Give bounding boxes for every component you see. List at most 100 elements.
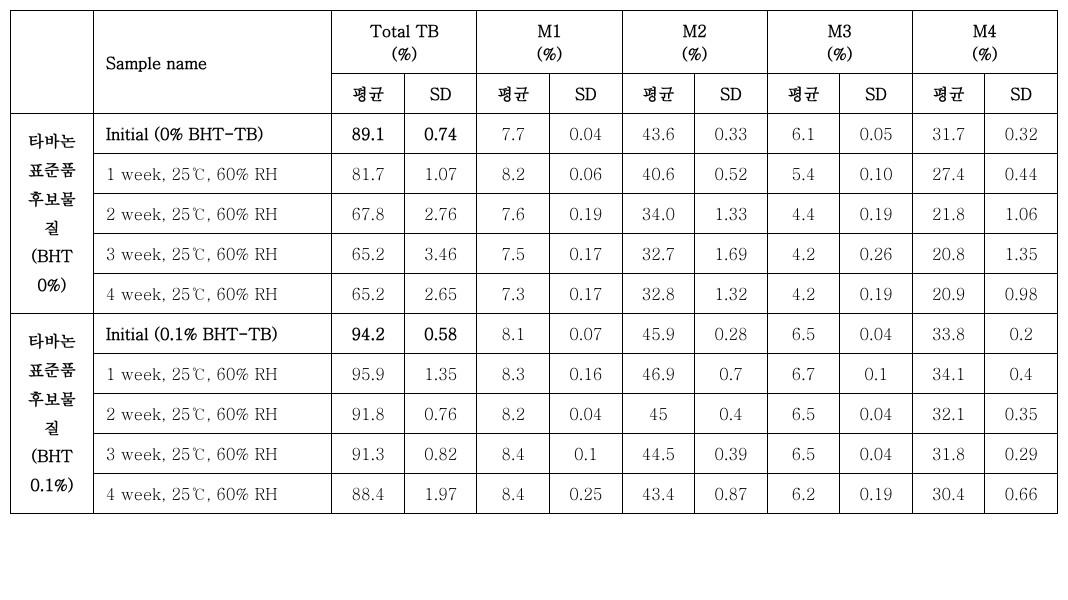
stability-data-table: Sample name Total TB (%) M1 (%) M2 (%) M… [10, 10, 1058, 514]
mean-cell: 8.4 [477, 434, 550, 474]
sd-cell: 0.87 [695, 474, 768, 514]
mean-cell: 20.8 [912, 234, 985, 274]
sd-cell: 0.1 [550, 434, 623, 474]
mean-cell: 40.6 [622, 154, 695, 194]
table-row: 타바논표준품후보물질(BHT0.1%)Initial (0.1% BHT-TB)… [11, 314, 1058, 354]
header-sd: SD [550, 74, 623, 114]
table-row: 3 week, 25℃, 60% RH65.23.467.50.1732.71.… [11, 234, 1058, 274]
mean-cell: 91.3 [332, 434, 405, 474]
header-total-tb-label: Total TB [370, 19, 439, 42]
sd-cell: 1.69 [695, 234, 768, 274]
sd-cell: 0.7 [695, 354, 768, 394]
sample-name-cell: 3 week, 25℃, 60% RH [93, 234, 331, 274]
sd-cell: 1.35 [404, 354, 477, 394]
mean-cell: 7.6 [477, 194, 550, 234]
sd-cell: 0.1 [840, 354, 913, 394]
sd-cell: 0.17 [550, 234, 623, 274]
sd-cell: 1.06 [985, 194, 1058, 234]
mean-cell: 8.2 [477, 394, 550, 434]
sample-name-cell: 4 week, 25℃, 60% RH [93, 274, 331, 314]
header-m1-unit: (%) [537, 42, 563, 65]
sd-cell: 1.33 [695, 194, 768, 234]
mean-cell: 67.8 [332, 194, 405, 234]
sample-name-cell: 3 week, 25℃, 60% RH [93, 434, 331, 474]
mean-cell: 7.7 [477, 114, 550, 154]
table-row: 4 week, 25℃, 60% RH88.41.978.40.2543.40.… [11, 474, 1058, 514]
sd-cell: 0.17 [550, 274, 623, 314]
mean-cell: 8.1 [477, 314, 550, 354]
mean-cell: 94.2 [332, 314, 405, 354]
header-total-tb-unit: (%) [392, 42, 418, 65]
sd-cell: 0.16 [550, 354, 623, 394]
sd-cell: 0.28 [695, 314, 768, 354]
mean-cell: 31.7 [912, 114, 985, 154]
sd-cell: 0.04 [840, 434, 913, 474]
mean-cell: 6.5 [767, 394, 840, 434]
sd-cell: 0.04 [550, 394, 623, 434]
table-row: 4 week, 25℃, 60% RH65.22.657.30.1732.81.… [11, 274, 1058, 314]
sd-cell: 0.19 [840, 474, 913, 514]
sd-cell: 2.65 [404, 274, 477, 314]
sample-name-cell: Initial (0.1% BHT-TB) [93, 314, 331, 354]
sd-cell: 0.44 [985, 154, 1058, 194]
mean-cell: 88.4 [332, 474, 405, 514]
sd-cell: 1.35 [985, 234, 1058, 274]
sd-cell: 0.52 [695, 154, 768, 194]
header-sd: SD [985, 74, 1058, 114]
table-row: 1 week, 25℃, 60% RH81.71.078.20.0640.60.… [11, 154, 1058, 194]
header-m3: M3 (%) [767, 11, 912, 74]
mean-cell: 30.4 [912, 474, 985, 514]
mean-cell: 6.7 [767, 354, 840, 394]
mean-cell: 4.4 [767, 194, 840, 234]
mean-cell: 8.4 [477, 474, 550, 514]
sd-cell: 0.19 [550, 194, 623, 234]
mean-cell: 5.4 [767, 154, 840, 194]
sd-cell: 0.35 [985, 394, 1058, 434]
row-group-label: 타바논표준품후보물질(BHT0%) [11, 114, 94, 314]
sd-cell: 0.19 [840, 194, 913, 234]
table-row: 2 week, 25℃, 60% RH91.80.768.20.04450.46… [11, 394, 1058, 434]
sd-cell: 0.29 [985, 434, 1058, 474]
sample-name-cell: 2 week, 25℃, 60% RH [93, 394, 331, 434]
sd-cell: 0.82 [404, 434, 477, 474]
sd-cell: 0.19 [840, 274, 913, 314]
header-sample-name: Sample name [93, 11, 331, 114]
header-m1: M1 (%) [477, 11, 622, 74]
mean-cell: 34.1 [912, 354, 985, 394]
header-mean: 평균 [912, 74, 985, 114]
mean-cell: 43.6 [622, 114, 695, 154]
mean-cell: 34.0 [622, 194, 695, 234]
header-sd: SD [695, 74, 768, 114]
sample-name-cell: 1 week, 25℃, 60% RH [93, 154, 331, 194]
row-group-label: 타바논표준품후보물질(BHT0.1%) [11, 314, 94, 514]
sd-cell: 0.25 [550, 474, 623, 514]
mean-cell: 6.1 [767, 114, 840, 154]
sample-name-cell: 4 week, 25℃, 60% RH [93, 474, 331, 514]
mean-cell: 95.9 [332, 354, 405, 394]
header-m2: M2 (%) [622, 11, 767, 74]
sd-cell: 1.32 [695, 274, 768, 314]
header-m2-label: M2 [683, 19, 707, 42]
sd-cell: 0.07 [550, 314, 623, 354]
header-m3-label: M3 [828, 19, 852, 42]
sd-cell: 0.2 [985, 314, 1058, 354]
header-mean: 평균 [332, 74, 405, 114]
table-row: 타바논표준품후보물질(BHT0%)Initial (0% BHT-TB)89.1… [11, 114, 1058, 154]
mean-cell: 91.8 [332, 394, 405, 434]
mean-cell: 65.2 [332, 234, 405, 274]
mean-cell: 6.2 [767, 474, 840, 514]
sd-cell: 0.06 [550, 154, 623, 194]
sd-cell: 0.26 [840, 234, 913, 274]
sd-cell: 0.98 [985, 274, 1058, 314]
sd-cell: 0.58 [404, 314, 477, 354]
table-row: 3 week, 25℃, 60% RH91.30.828.40.144.50.3… [11, 434, 1058, 474]
mean-cell: 45.9 [622, 314, 695, 354]
mean-cell: 7.5 [477, 234, 550, 274]
mean-cell: 43.4 [622, 474, 695, 514]
sd-cell: 0.04 [840, 314, 913, 354]
sd-cell: 0.05 [840, 114, 913, 154]
mean-cell: 45 [622, 394, 695, 434]
header-m4-unit: (%) [972, 42, 998, 65]
mean-cell: 4.2 [767, 234, 840, 274]
sd-cell: 3.46 [404, 234, 477, 274]
